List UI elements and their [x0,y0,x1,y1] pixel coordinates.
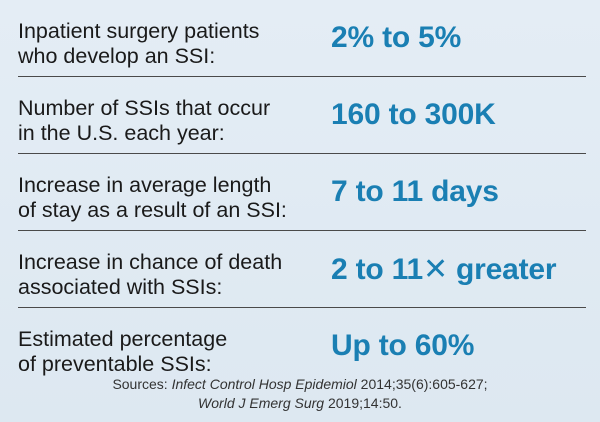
citation-2: 2019;14:50. [324,395,402,411]
stat-label: Number of SSIs that occur in the U.S. ea… [18,96,271,145]
journal-name-2: World J Emerg Surg [198,395,325,411]
stat-value: 2% to 5% [331,21,462,54]
journal-name-1: Infect Control Hosp Epidemiol [171,376,357,392]
stat-value: 2 to 11✕ greater [331,252,557,286]
stat-value: 160 to 300K [331,98,496,131]
stat-value: Up to 60% [331,329,475,362]
stat-row-length-of-stay: Increase in average length of stay as a … [18,154,586,231]
stat-label: Estimated percentage of preventable SSIs… [18,327,228,376]
stat-row-annual-count: Number of SSIs that occur in the U.S. ea… [18,77,586,154]
stat-value: 7 to 11 days [331,175,499,208]
sources-prefix: Sources: [112,376,172,392]
stat-row-inpatient-rate: Inpatient surgery patients who develop a… [18,0,586,77]
statistics-list: Inpatient surgery patients who develop a… [18,0,586,384]
stat-row-death-risk: Increase in chance of death associated w… [18,231,586,308]
stat-label: Increase in average length of stay as a … [18,173,287,222]
sources-line-1: Sources: Infect Control Hosp Epidemiol 2… [0,375,600,394]
sources-line-2: World J Emerg Surg 2019;14:50. [0,394,600,413]
stat-label: Increase in chance of death associated w… [18,250,283,299]
sources-citation: Sources: Infect Control Hosp Epidemiol 2… [0,375,600,413]
citation-1: 2014;35(6):605-627; [356,376,488,392]
stat-label: Inpatient surgery patients who develop a… [18,19,260,68]
stat-row-preventable: Estimated percentage of preventable SSIs… [18,308,586,384]
